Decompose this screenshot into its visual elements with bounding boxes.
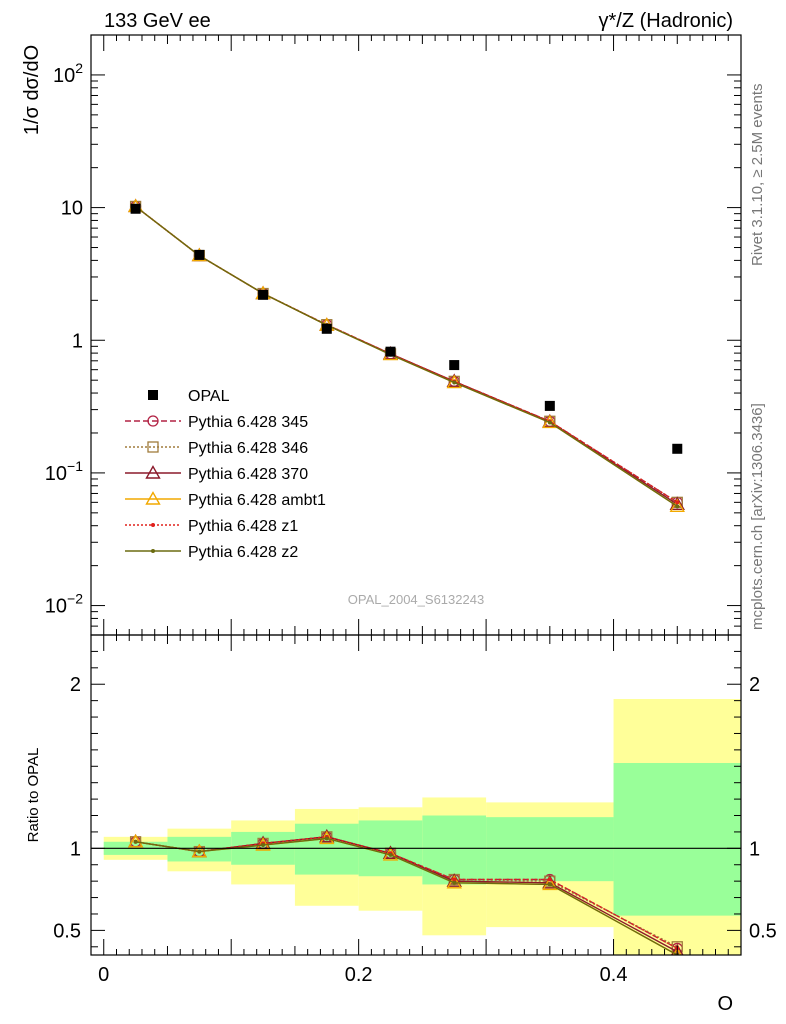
data-point-5 <box>449 360 460 371</box>
main-ytick-label-0: 10−2 <box>45 591 83 618</box>
main-axes: 10−2 10−1 1 10 102 <box>45 34 742 636</box>
data-point-4 <box>385 346 396 357</box>
main-data-points <box>130 203 683 454</box>
ratio-uncertainty-bands <box>103 699 741 955</box>
ratio-band-green-7 <box>613 763 741 916</box>
ratio-axes: 0.5 0.5 1 1 2 2 0 0.2 0.4 <box>53 634 777 986</box>
main-curve-series-5 <box>135 205 678 507</box>
legend-marker-4 <box>151 523 155 527</box>
ratio-ytick-label-right-0: 0.5 <box>749 920 777 942</box>
legend: OPAL Pythia 6.428 345 Pythia 6.428 346 Pyth… <box>125 388 326 561</box>
main-marker-s5-5 <box>452 380 457 385</box>
ratio-marker-s3-0 <box>127 833 144 848</box>
main-curve-series-2 <box>135 205 678 505</box>
ratio-y-axis-label: Ratio to OPAL <box>25 748 42 843</box>
ratio-ytick-label-right-2: 2 <box>749 674 760 696</box>
legend-marker-3 <box>145 491 161 505</box>
main-model-curves <box>127 198 685 513</box>
analysis-watermark: OPAL_2004_S6132243 <box>348 592 484 607</box>
main-marker-s3-7 <box>669 498 685 513</box>
ratio-marker-s5-5 <box>452 880 457 885</box>
ratio-marker-s2-7 <box>670 943 684 955</box>
data-point-1 <box>194 249 205 260</box>
ratio-marker-s5-0 <box>133 839 138 844</box>
side-label-bottom: mcplots.cern.ch [arXiv:1306.3436] <box>749 403 766 630</box>
ratio-marker-s4-5 <box>452 877 457 882</box>
main-y-axis-label: 1/σ dσ/dO <box>21 45 43 135</box>
main-marker-s5-7 <box>675 504 680 509</box>
ratio-marker-s5-6 <box>547 882 552 887</box>
main-marker-s5-6 <box>547 420 552 425</box>
data-point-3 <box>321 323 332 334</box>
legend-label-2: Pythia 6.428 370 <box>188 466 308 483</box>
main-curve-series-0 <box>135 205 678 503</box>
legend-marker-5 <box>151 549 155 553</box>
ratio-marker-s4-6 <box>547 877 552 882</box>
legend-label-0: Pythia 6.428 345 <box>188 414 308 431</box>
main-marker-s4-7 <box>675 500 680 505</box>
legend-label-4: Pythia 6.428 z1 <box>188 518 298 535</box>
ratio-marker-s2-3 <box>319 828 335 843</box>
ratio-marker-s2-6 <box>542 874 558 889</box>
legend-label-5: Pythia 6.428 z2 <box>188 544 298 561</box>
data-point-2 <box>258 289 269 300</box>
legend-label-1: Pythia 6.428 346 <box>188 440 308 457</box>
legend-label-data: OPAL <box>188 388 230 405</box>
ratio-ytick-label-left-0: 0.5 <box>53 920 81 942</box>
x-axis-label: O <box>717 993 733 1015</box>
xtick-label-2: 0.4 <box>600 964 628 986</box>
legend-marker-0 <box>147 415 159 427</box>
ratio-ytick-label-left-2: 2 <box>70 674 81 696</box>
ratio-band-green-6 <box>486 817 614 882</box>
ratio-ytick-label-right-1: 1 <box>749 838 760 860</box>
ratio-ytick-label-left-1: 1 <box>70 838 81 860</box>
legend-marker-1 <box>147 441 159 453</box>
main-ytick-label-3: 10 <box>61 198 83 220</box>
ratio-marker-s5-4 <box>388 852 393 857</box>
main-ytick-label-4: 102 <box>53 60 83 87</box>
main-ytick-label-2: 1 <box>72 330 83 352</box>
main-curve-series-4 <box>135 205 678 503</box>
ratio-frame <box>90 634 742 956</box>
main-curve-series-3 <box>135 205 678 507</box>
data-point-6 <box>544 400 555 411</box>
legend-data-marker <box>148 390 158 400</box>
ratio-marker-s5-2 <box>261 843 266 848</box>
ratio-marker-s5-1 <box>197 849 202 854</box>
xtick-label-0: 0 <box>98 964 109 986</box>
main-ytick-label-1: 10−1 <box>45 458 83 485</box>
side-label-top: Rivet 3.1.10, ≥ 2.5M events <box>749 84 766 267</box>
ratio-curve-series-4 <box>135 836 678 950</box>
ratio-marker-s3-7 <box>672 947 682 955</box>
ratio-marker-s2-4 <box>382 845 399 859</box>
data-point-7 <box>672 443 683 454</box>
ratio-curve-series-5 <box>135 837 678 955</box>
legend-label-3: Pythia 6.428 ambt1 <box>188 492 326 509</box>
ratio-marker-s5-3 <box>324 836 329 841</box>
legend-marker-2 <box>145 465 161 479</box>
chart-header-left: 133 GeV ee <box>104 10 211 32</box>
data-point-0 <box>130 203 141 214</box>
xtick-label-1: 0.2 <box>345 964 373 986</box>
main-curve-series-1 <box>135 205 678 503</box>
chart-header-right: γ*/Z (Hadronic) <box>599 10 733 32</box>
ratio-marker-s2-5 <box>446 873 462 887</box>
